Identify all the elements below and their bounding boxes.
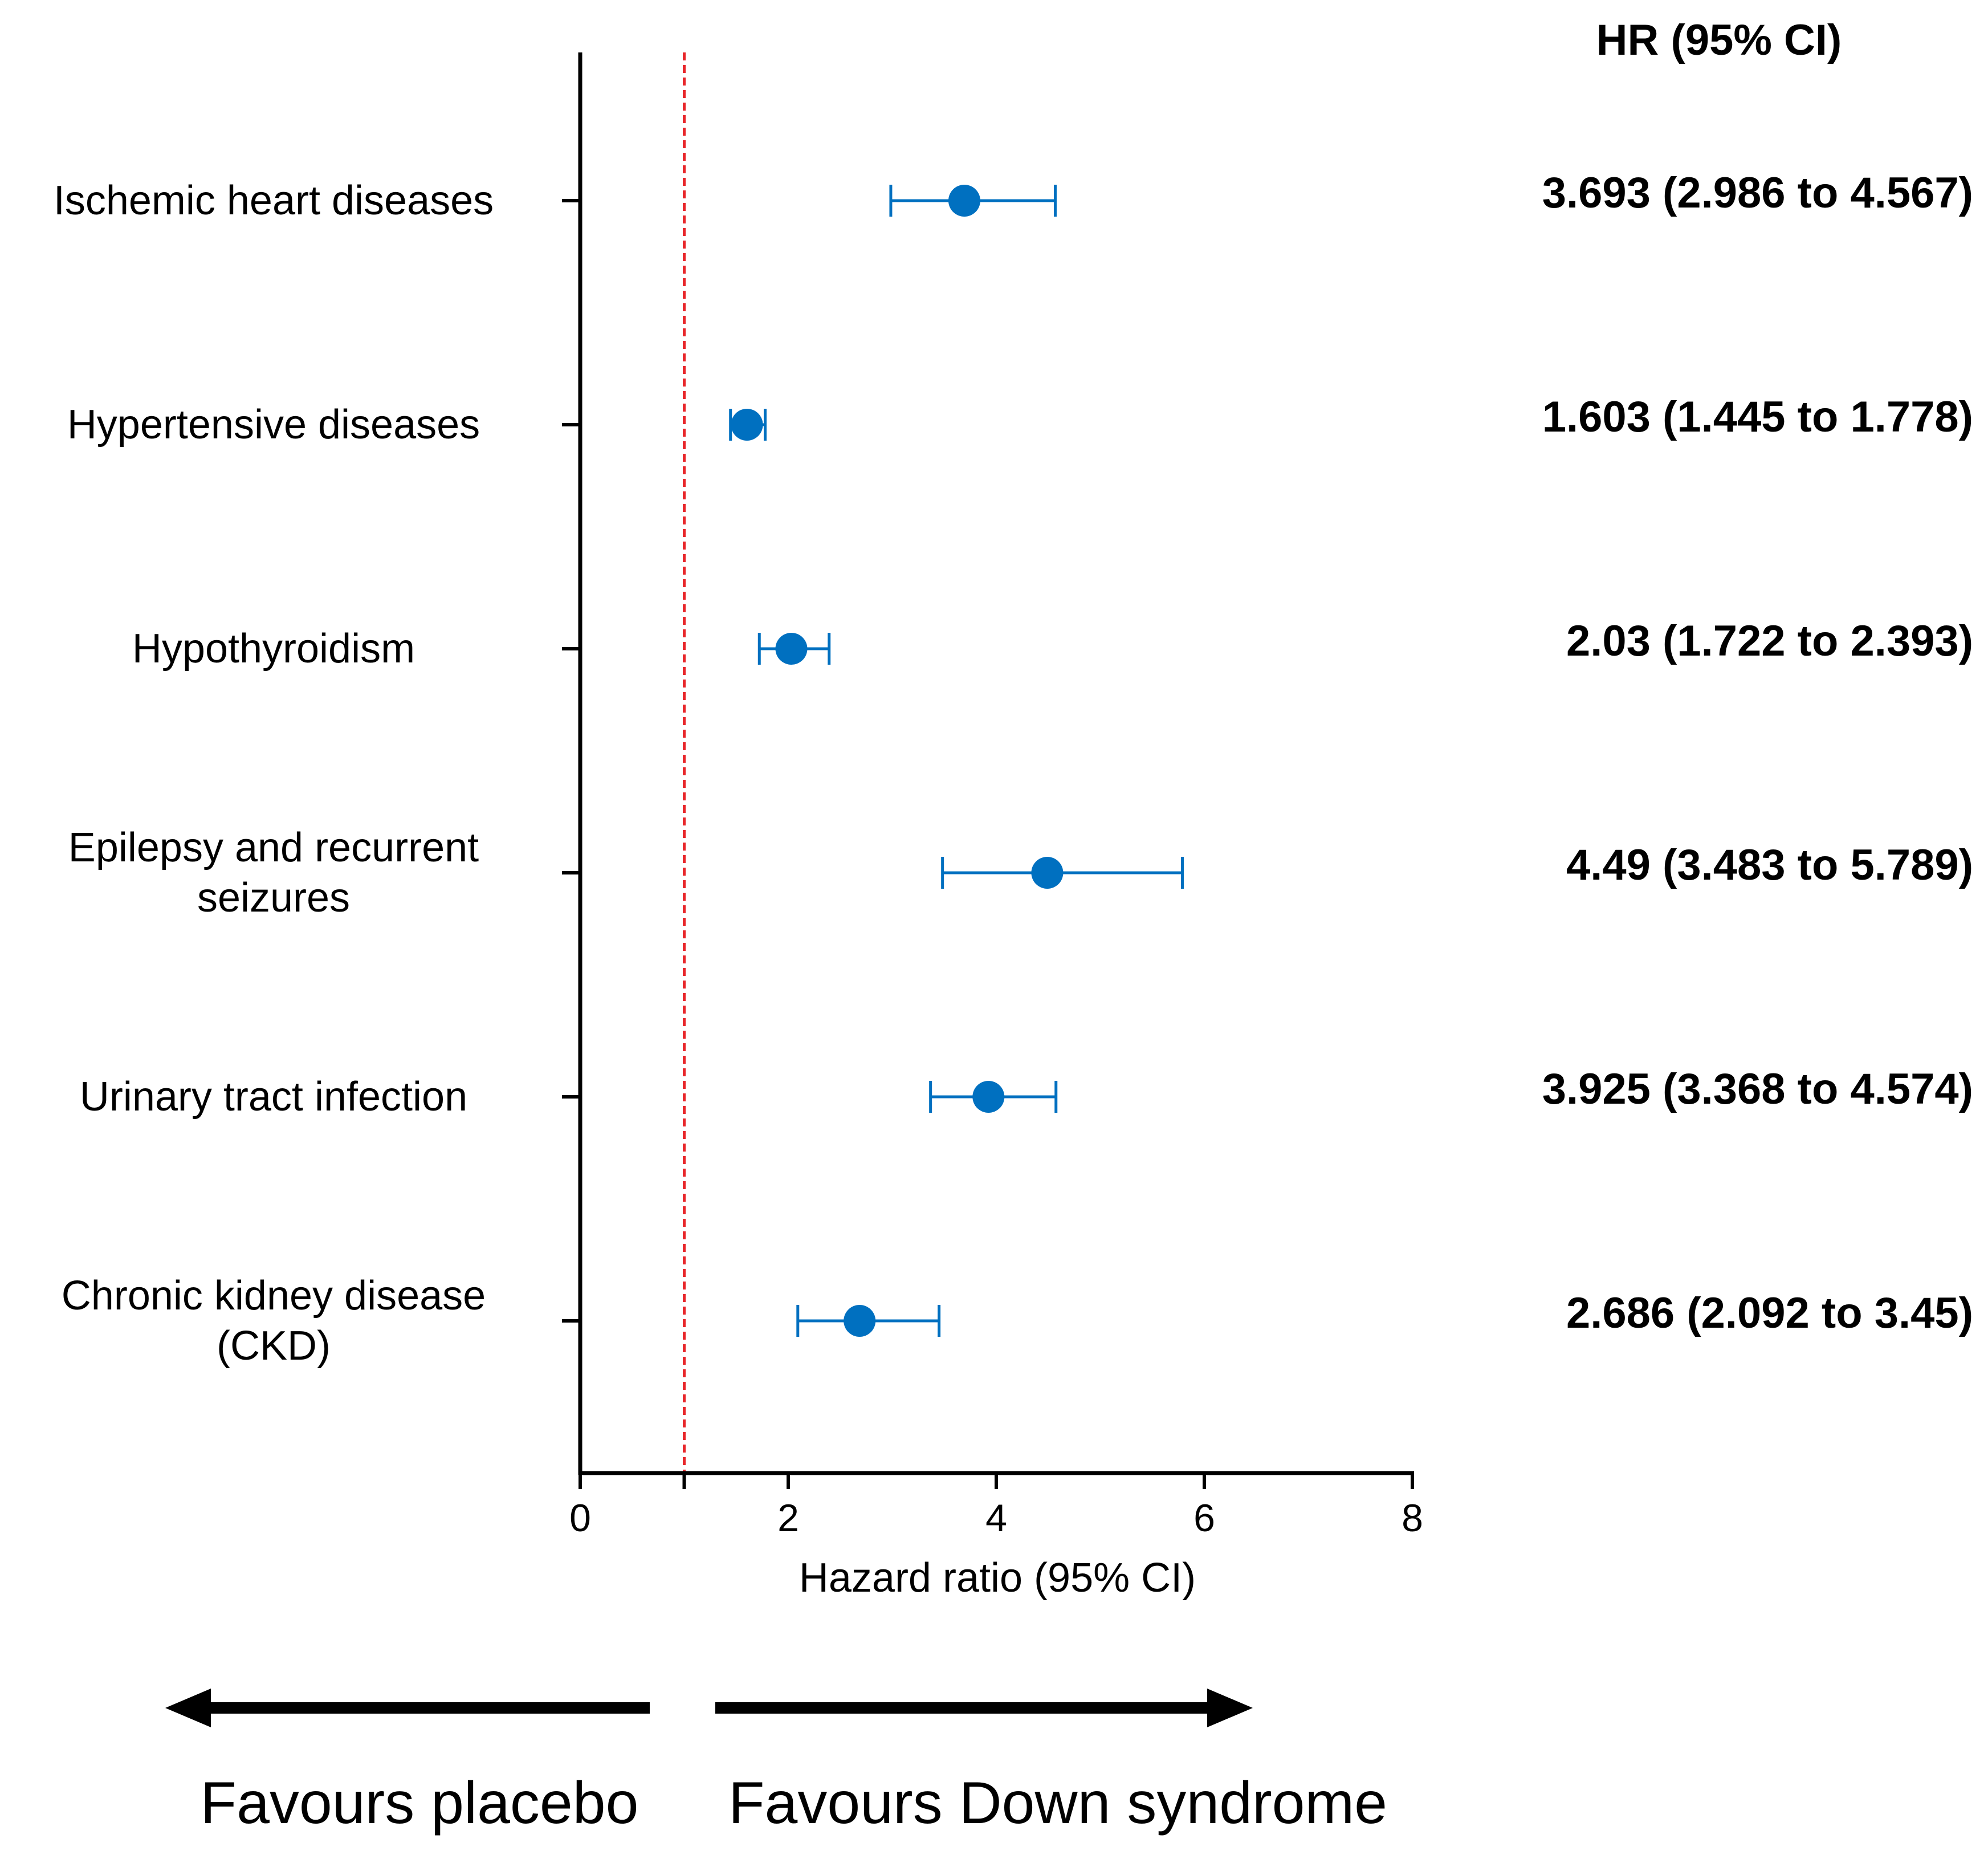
category-label: (CKD) xyxy=(217,1323,331,1369)
category-label: Epilepsy and recurrent xyxy=(68,825,479,870)
hr-column-header: HR (95% CI) xyxy=(1596,16,1842,64)
hr-point xyxy=(948,185,980,217)
x-tick-label: 8 xyxy=(1402,1496,1423,1540)
hr-value-label: 2.686 (2.092 to 3.45) xyxy=(1566,1289,1973,1337)
category-label: seizures xyxy=(197,875,350,921)
arrow-left-icon xyxy=(165,1689,211,1727)
category-label: Ischemic heart diseases xyxy=(54,178,494,223)
hr-value-label: 3.925 (3.368 to 4.574) xyxy=(1542,1065,1973,1113)
hr-point xyxy=(775,633,808,665)
x-tick-label: 2 xyxy=(777,1496,799,1540)
category-label: Chronic kidney disease xyxy=(62,1273,486,1319)
x-tick-label: 6 xyxy=(1193,1496,1215,1540)
category-label: Hypothyroidism xyxy=(132,626,415,672)
hr-value-label: 2.03 (1.722 to 2.393) xyxy=(1566,617,1973,665)
x-tick-label: 4 xyxy=(985,1496,1007,1540)
arrow-right-icon xyxy=(1207,1689,1253,1727)
favours-left-label: Favours placebo xyxy=(201,1770,639,1836)
x-axis-label: Hazard ratio (95% CI) xyxy=(799,1555,1196,1601)
hr-value-label: 3.693 (2.986 to 4.567) xyxy=(1542,169,1973,217)
hr-point xyxy=(972,1081,1005,1113)
category-label: Urinary tract infection xyxy=(80,1074,467,1120)
hr-point xyxy=(731,409,763,441)
category-label: Hypertensive diseases xyxy=(67,402,480,448)
hr-value-label: 1.603 (1.445 to 1.778) xyxy=(1542,393,1973,441)
hr-point xyxy=(844,1305,876,1337)
hr-value-label: 4.49 (3.483 to 5.789) xyxy=(1566,841,1973,889)
hr-point xyxy=(1031,857,1064,889)
x-tick-label: 0 xyxy=(569,1496,591,1540)
favours-right-label: Favours Down syndrome xyxy=(728,1770,1387,1836)
